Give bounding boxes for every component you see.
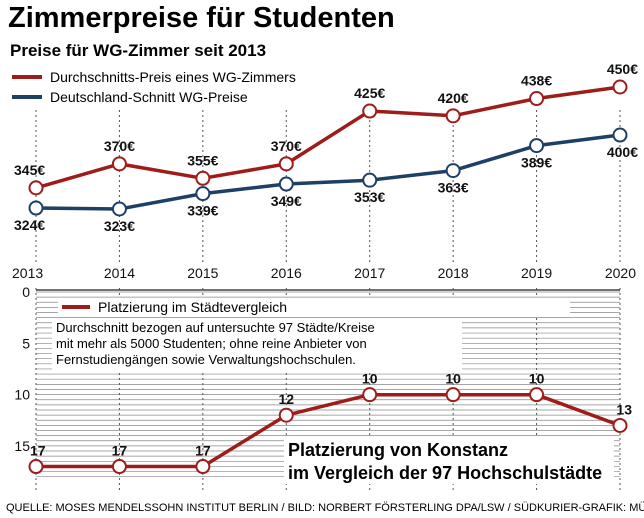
ranking-tick-10: 10 xyxy=(14,387,30,403)
ranking-label-2015: 17 xyxy=(195,443,211,459)
ranking-point-2016 xyxy=(278,407,294,423)
price-chart-value-labels: 345€ 370€ 355€ 370€ 425€ 420€ 438€ 450€ 324€ 323€… xyxy=(14,61,638,234)
year-label-2017: 2017 xyxy=(354,265,385,281)
price-point-avg-2016 xyxy=(278,156,294,172)
price-point-de-2015 xyxy=(195,186,211,202)
price-label-de-2016: 349€ xyxy=(271,193,302,209)
price-chart-points xyxy=(28,79,628,217)
legend-top: Durchschnitts-Preis eines WG-Zimmers Deu… xyxy=(12,69,296,105)
price-point-de-2016 xyxy=(278,176,294,192)
ranking-note: Durchschnitt bezogen auf untersuchte 97 … xyxy=(52,318,462,370)
year-label-2016: 2016 xyxy=(271,265,302,281)
price-label-de-2017: 353€ xyxy=(354,189,385,205)
price-line-avg-price xyxy=(35,85,621,190)
year-label-2015: 2015 xyxy=(187,265,218,281)
price-label-avg-2018: 420€ xyxy=(438,90,469,106)
ranking-label-2016: 12 xyxy=(278,391,294,407)
price-label-avg-2014: 370€ xyxy=(104,138,135,154)
year-axis: 2013 2014 2015 2016 2017 2018 2019 2020 xyxy=(12,265,636,281)
ranking-legend: Platzierung im Städtevergleich xyxy=(58,298,570,316)
ranking-point-2020 xyxy=(612,417,628,433)
price-label-de-2020: 400€ xyxy=(607,144,638,160)
year-label-2013: 2013 xyxy=(12,265,43,281)
price-point-de-2017 xyxy=(362,172,378,188)
ranking-point-2019 xyxy=(529,387,545,403)
ranking-label-2013: 17 xyxy=(30,443,46,459)
price-label-de-2019: 389€ xyxy=(521,155,552,171)
price-label-avg-2017: 425€ xyxy=(354,85,385,101)
ranking-point-2017 xyxy=(362,387,378,403)
ranking-point-2015 xyxy=(195,459,211,475)
ranking-label-2018: 10 xyxy=(445,371,461,387)
note-line-2: mit mehr als 5000 Studenten; ohne reine … xyxy=(56,336,367,351)
price-label-avg-2015: 355€ xyxy=(187,152,218,168)
ranking-tick-15: 15 xyxy=(14,438,30,454)
annotation-bg xyxy=(284,436,614,484)
ranking-label-2017: 10 xyxy=(362,371,378,387)
price-point-avg-2018 xyxy=(445,108,461,124)
price-point-avg-2019 xyxy=(529,91,545,107)
ranking-tick-5: 5 xyxy=(22,335,30,351)
ranking-chart-line xyxy=(36,392,621,469)
ranking-annotation: Platzierung von Konstanz im Vergleich de… xyxy=(284,436,614,484)
ranking-legend-bg xyxy=(58,298,570,316)
price-point-avg-2014 xyxy=(111,156,127,172)
price-point-avg-2015 xyxy=(195,170,211,186)
ranking-note-bg xyxy=(52,318,462,370)
year-label-2014: 2014 xyxy=(104,265,135,281)
ranking-label-2020: 13 xyxy=(616,401,632,417)
ranking-label-2014: 17 xyxy=(112,443,128,459)
price-label-avg-2020: 450€ xyxy=(607,61,638,77)
price-line-germany-avg xyxy=(35,133,621,211)
ranking-y-axis: 0 5 10 15 xyxy=(14,284,30,454)
price-point-de-2018 xyxy=(445,163,461,179)
ranking-label-2019: 10 xyxy=(529,371,545,387)
price-point-avg-2020 xyxy=(612,79,628,95)
ranking-line xyxy=(36,392,621,469)
chart-subtitle: Preise für WG-Zimmer seit 2013 xyxy=(10,41,266,60)
ranking-tick-0: 0 xyxy=(22,284,30,300)
price-point-avg-2017 xyxy=(362,103,378,119)
price-chart-gridlines xyxy=(35,110,621,262)
price-label-avg-2013: 345€ xyxy=(14,162,45,178)
ranking-point-2013 xyxy=(28,459,44,475)
price-point-de-2013 xyxy=(28,200,44,216)
note-line-1: Durchschnitt bezogen auf untersuchte 97 … xyxy=(56,320,375,335)
price-chart-lines xyxy=(35,85,621,211)
price-label-de-2018: 363€ xyxy=(438,180,469,196)
annotation-line-1: Platzierung von Konstanz xyxy=(288,440,508,460)
annotation-line-2: im Vergleich der 97 Hochschulstädte xyxy=(288,463,602,483)
ranking-point-2018 xyxy=(445,387,461,403)
note-line-3: Fernstudiengängen sowie Verwaltungshochs… xyxy=(56,352,356,367)
price-label-de-2015: 339€ xyxy=(187,203,218,219)
source-credit: QUELLE: MOSES MENDELSSOHN INSTITUT BERLI… xyxy=(6,502,644,514)
ranking-point-2014 xyxy=(111,459,127,475)
ranking-chart-points xyxy=(28,387,628,475)
price-point-de-2014 xyxy=(111,201,127,217)
legend-label-ranking: Platzierung im Städtevergleich xyxy=(98,299,287,315)
price-label-avg-2019: 438€ xyxy=(521,73,552,89)
year-label-2018: 2018 xyxy=(438,265,469,281)
ranking-value-labels: 17 17 17 12 10 10 10 13 xyxy=(30,371,632,459)
year-label-2019: 2019 xyxy=(521,265,552,281)
price-point-de-2020 xyxy=(612,127,628,143)
price-label-avg-2016: 370€ xyxy=(271,138,302,154)
price-label-de-2013: 324€ xyxy=(14,217,45,233)
page-title: Zimmerpreise für Studenten xyxy=(8,2,395,34)
price-point-de-2019 xyxy=(529,138,545,154)
legend-label-avg-price: Durchschnitts-Preis eines WG-Zimmers xyxy=(50,69,296,85)
price-point-avg-2013 xyxy=(28,180,44,196)
price-label-de-2014: 323€ xyxy=(104,218,135,234)
year-label-2020: 2020 xyxy=(605,265,636,281)
legend-label-germany-avg: Deutschland-Schnitt WG-Preise xyxy=(50,89,248,105)
